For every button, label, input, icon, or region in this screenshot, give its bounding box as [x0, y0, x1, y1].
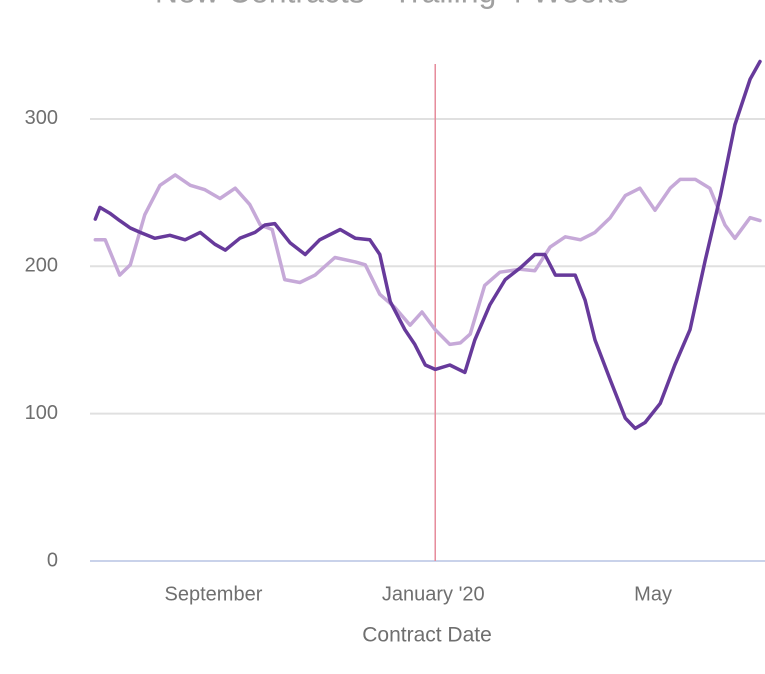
y-tick-label: 300 [25, 107, 58, 129]
y-tick-label: 200 [25, 255, 58, 277]
x-tick-label: January '20 [382, 583, 485, 605]
x-axis-label: Contract Date [362, 624, 492, 647]
x-tick-label: September [165, 583, 263, 605]
data-line [93, 59, 762, 431]
data-line [93, 173, 762, 347]
x-tick-label: May [634, 583, 672, 605]
chart-title: New Contracts - Trailing 4 Weeks [155, 0, 629, 9]
y-tick-label: 100 [25, 402, 58, 424]
y-tick-label: 0 [47, 549, 58, 571]
